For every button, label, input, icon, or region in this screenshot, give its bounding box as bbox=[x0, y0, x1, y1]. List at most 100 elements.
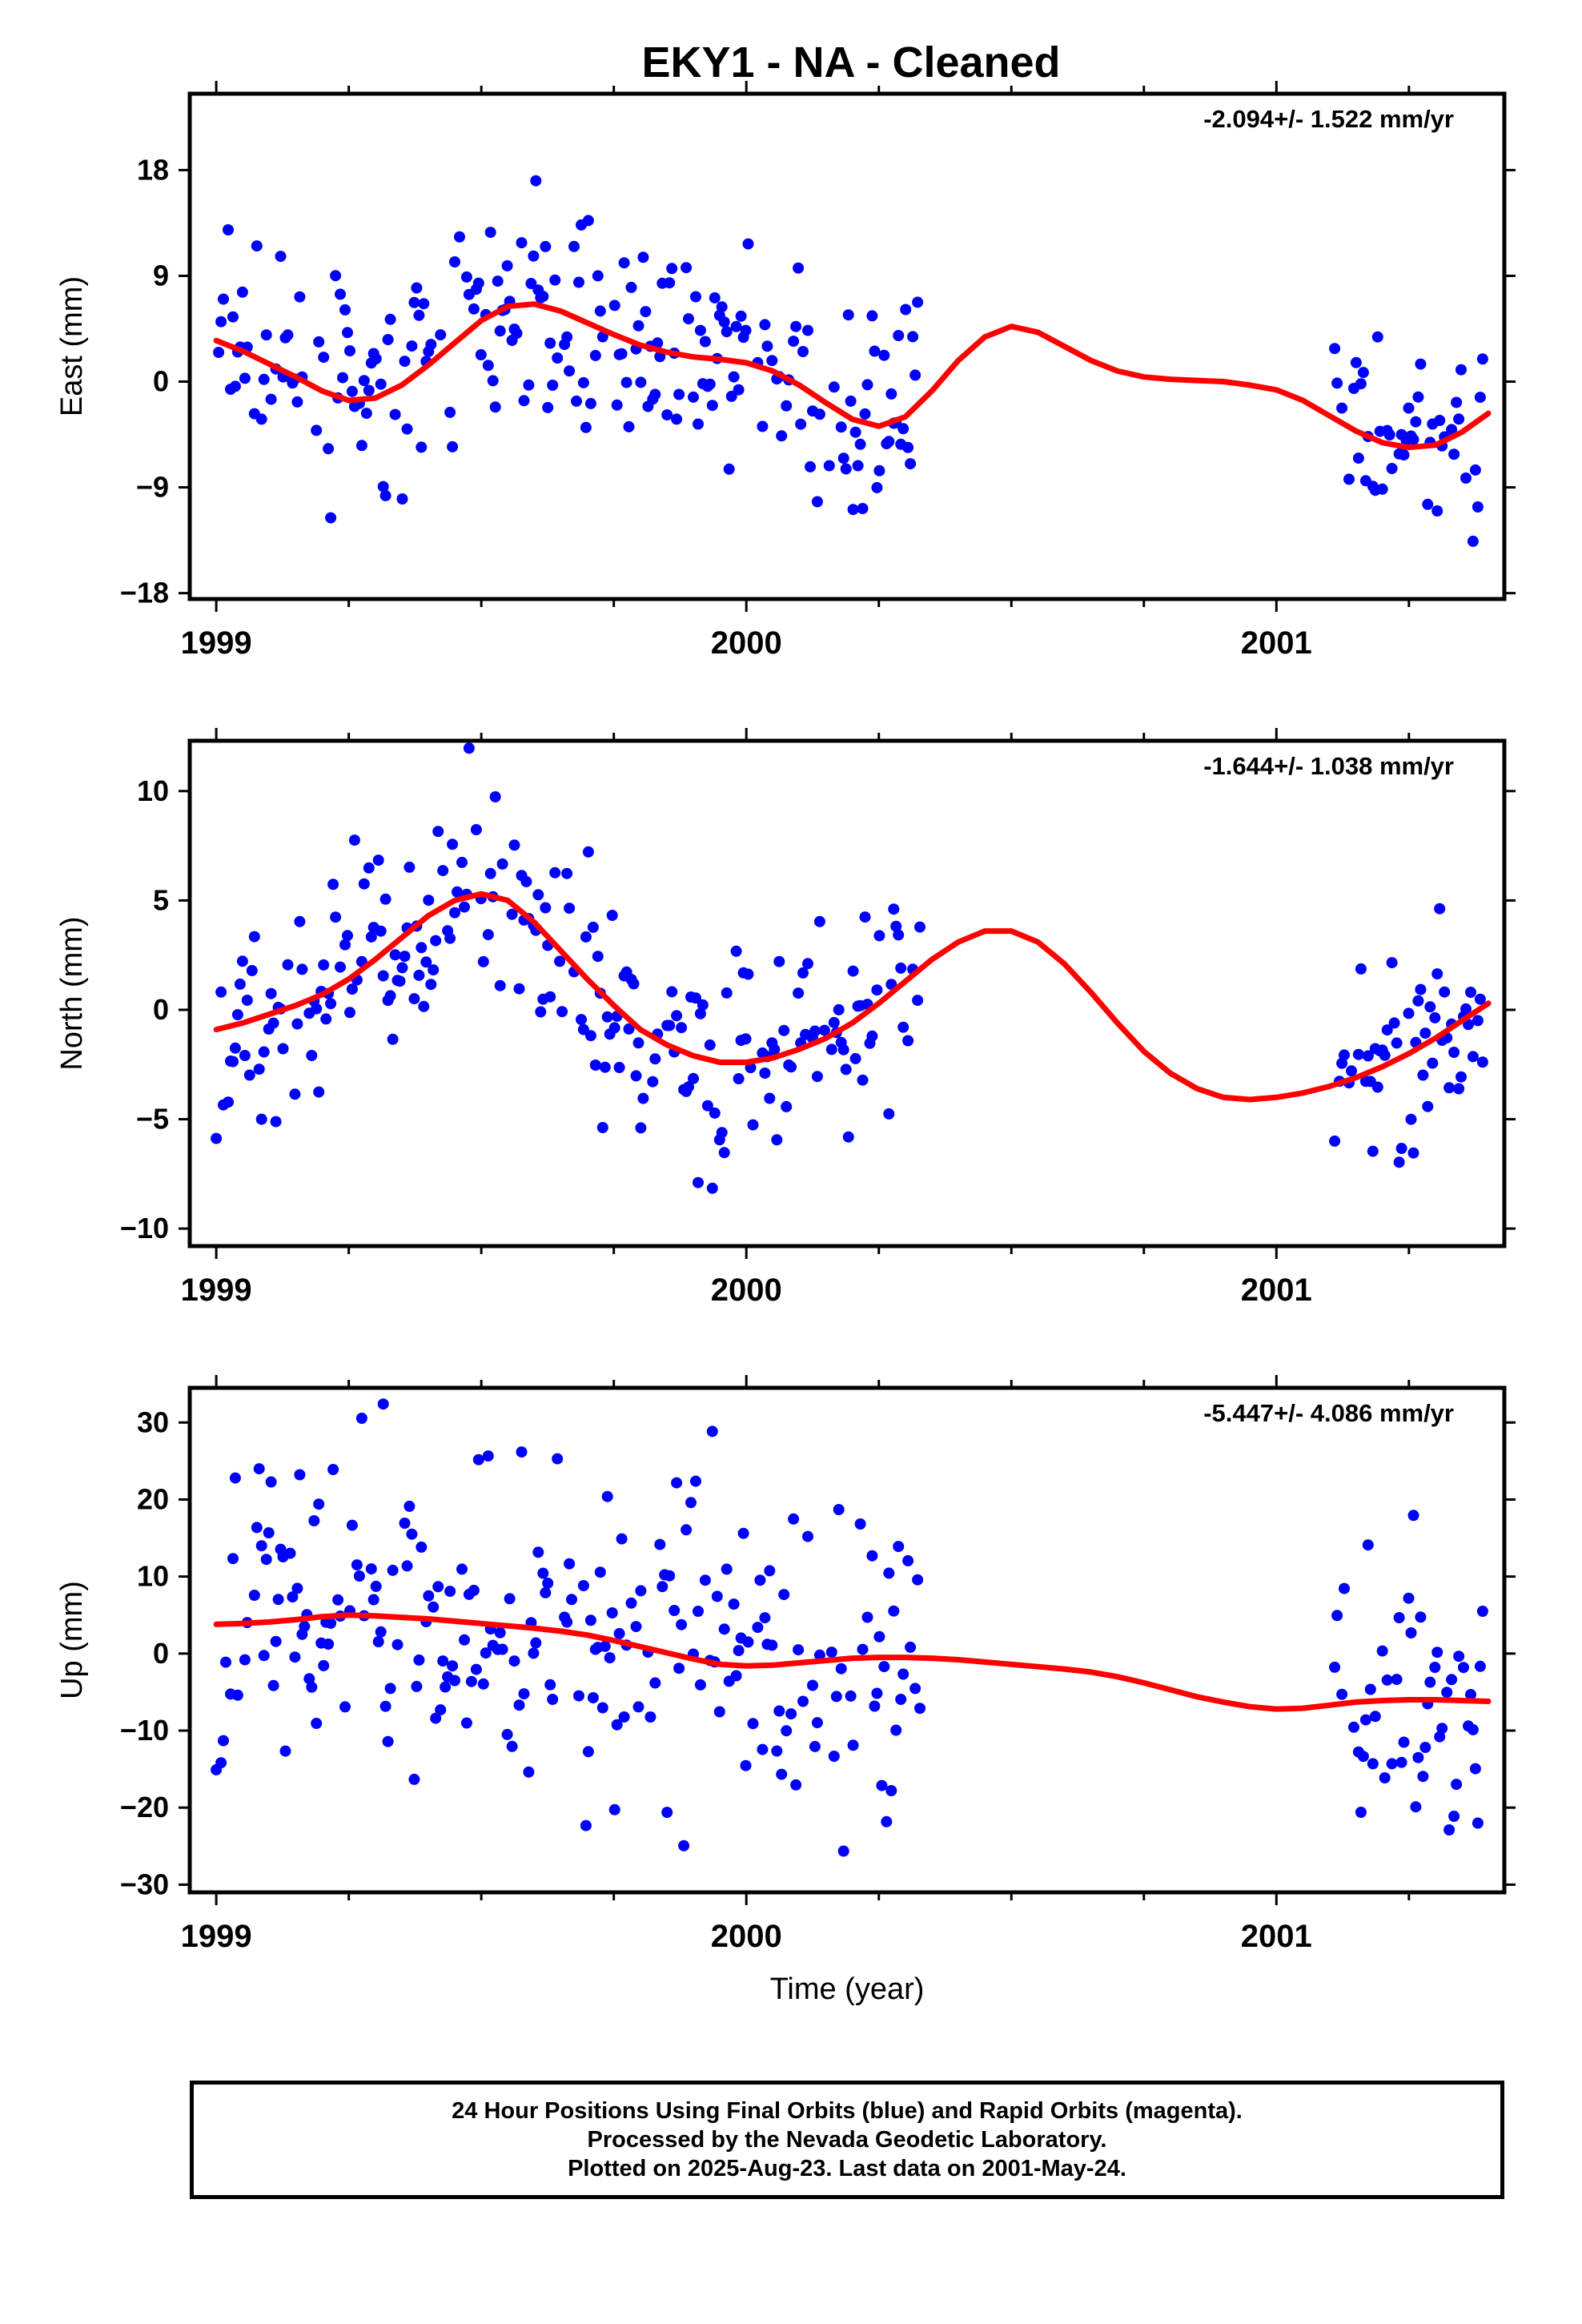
rate-annotation: -2.094+/- 1.522 mm/yr bbox=[1203, 105, 1454, 133]
data-point bbox=[785, 1708, 797, 1719]
data-point bbox=[552, 1454, 563, 1465]
data-point bbox=[897, 1022, 909, 1033]
data-point bbox=[733, 384, 745, 396]
data-point bbox=[283, 329, 294, 340]
data-point bbox=[385, 1683, 396, 1694]
observation-points bbox=[211, 1398, 1488, 1856]
data-point bbox=[418, 298, 429, 309]
data-point bbox=[793, 987, 804, 999]
data-point bbox=[223, 1096, 234, 1108]
data-point bbox=[230, 1043, 241, 1054]
data-point bbox=[406, 1529, 417, 1540]
data-point bbox=[897, 423, 909, 434]
data-point bbox=[843, 1132, 854, 1143]
data-point bbox=[1458, 1662, 1469, 1673]
data-point bbox=[1448, 1811, 1460, 1822]
data-point bbox=[296, 963, 307, 975]
data-point bbox=[705, 379, 716, 390]
data-point bbox=[688, 1073, 699, 1084]
data-point bbox=[402, 1560, 413, 1571]
data-point bbox=[685, 1497, 697, 1508]
data-point bbox=[759, 1612, 770, 1623]
data-point bbox=[330, 270, 341, 281]
y-axis-label: Up (mm) bbox=[55, 1581, 89, 1699]
data-point bbox=[790, 1779, 801, 1791]
data-point bbox=[600, 1062, 611, 1073]
data-point bbox=[1406, 1627, 1417, 1638]
data-point bbox=[283, 959, 294, 971]
data-point bbox=[488, 375, 499, 386]
data-point bbox=[519, 1688, 530, 1699]
data-point bbox=[378, 971, 389, 982]
data-point bbox=[215, 987, 227, 998]
data-point bbox=[912, 1574, 923, 1586]
data-point bbox=[495, 980, 506, 991]
data-point bbox=[476, 349, 487, 360]
data-point bbox=[400, 1518, 411, 1529]
data-point bbox=[254, 1463, 265, 1474]
data-point bbox=[860, 408, 871, 420]
data-point bbox=[695, 1679, 706, 1691]
data-point bbox=[614, 1062, 625, 1073]
data-point bbox=[368, 1594, 379, 1606]
data-point bbox=[714, 1707, 725, 1718]
data-point bbox=[1453, 1651, 1464, 1662]
data-point bbox=[1353, 452, 1364, 464]
data-point bbox=[626, 282, 637, 293]
data-point bbox=[585, 1030, 596, 1041]
x-tick-label: 2001 bbox=[1241, 625, 1312, 661]
data-point bbox=[227, 1056, 239, 1068]
y-tick-label: 18 bbox=[137, 153, 169, 186]
data-point bbox=[671, 413, 682, 424]
data-point bbox=[733, 1645, 745, 1656]
data-point bbox=[1417, 1070, 1428, 1081]
data-point bbox=[826, 1647, 837, 1658]
data-point bbox=[371, 353, 382, 364]
data-point bbox=[530, 1638, 541, 1649]
data-point bbox=[1475, 1661, 1486, 1672]
panel-3: 3020100−10−20−301999 2000 2001Up (mm)-5.44… bbox=[55, 1375, 1516, 2006]
data-point bbox=[862, 1612, 873, 1623]
data-point bbox=[688, 392, 699, 403]
data-point bbox=[532, 1546, 544, 1558]
data-point bbox=[1472, 1015, 1484, 1026]
data-point bbox=[390, 949, 401, 960]
data-point bbox=[580, 1820, 592, 1831]
data-point bbox=[1468, 1051, 1479, 1062]
y-tick-label: 0 bbox=[153, 993, 169, 1026]
data-point bbox=[266, 988, 277, 999]
data-point bbox=[354, 1570, 365, 1582]
data-point bbox=[318, 352, 329, 363]
data-point bbox=[387, 1565, 399, 1576]
data-point bbox=[400, 356, 411, 367]
data-point bbox=[459, 902, 470, 913]
data-point bbox=[909, 369, 921, 380]
data-point bbox=[1399, 1737, 1410, 1748]
data-point bbox=[578, 377, 589, 388]
data-point bbox=[447, 441, 458, 452]
data-point bbox=[841, 464, 852, 475]
data-point bbox=[213, 347, 224, 358]
data-point bbox=[404, 1501, 415, 1512]
data-point bbox=[1434, 903, 1445, 915]
data-point bbox=[857, 1644, 869, 1655]
data-point bbox=[449, 1675, 460, 1687]
data-point bbox=[294, 292, 305, 303]
data-point bbox=[425, 979, 436, 990]
data-point bbox=[631, 1070, 642, 1081]
data-point bbox=[649, 1678, 661, 1689]
data-point bbox=[485, 868, 496, 879]
data-point bbox=[332, 1594, 343, 1606]
data-point bbox=[504, 1593, 516, 1604]
data-point bbox=[478, 956, 489, 967]
data-point bbox=[878, 1661, 889, 1672]
data-point bbox=[855, 439, 866, 450]
x-axis-label: Time (year) bbox=[770, 1972, 925, 2006]
data-point bbox=[609, 1804, 620, 1815]
data-point bbox=[588, 922, 599, 933]
data-point bbox=[626, 1598, 637, 1609]
data-point bbox=[812, 1717, 823, 1728]
data-point bbox=[428, 1602, 439, 1613]
data-point bbox=[781, 1725, 792, 1736]
data-point bbox=[1468, 1724, 1479, 1735]
